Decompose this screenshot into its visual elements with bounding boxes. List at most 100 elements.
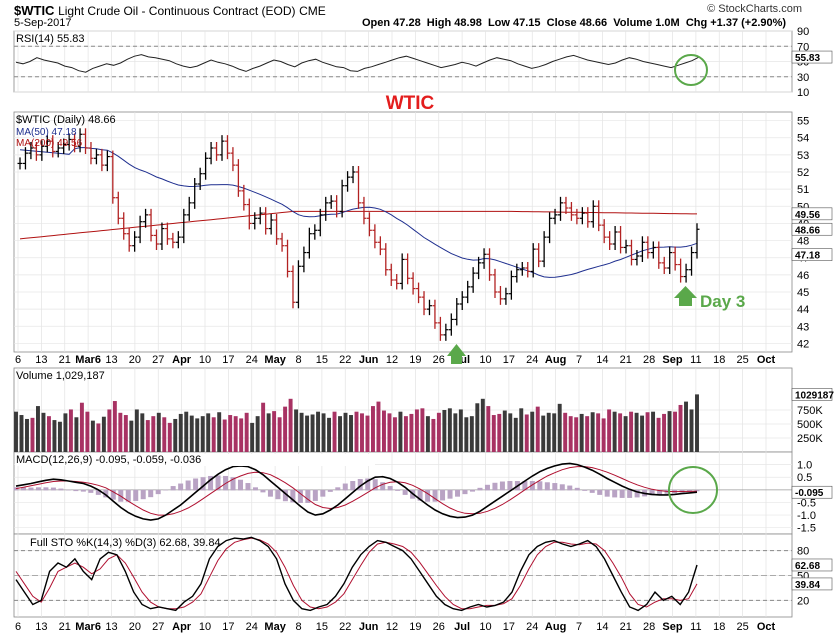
- x-tick-label-top: Jun: [359, 354, 379, 366]
- volume-bar: [316, 411, 321, 452]
- macd-histogram-bar: [50, 487, 56, 491]
- volume-bar: [266, 413, 271, 452]
- macd-title-bg: [15, 454, 375, 466]
- macd-histogram-bar: [589, 489, 595, 493]
- volume-bar: [52, 420, 57, 452]
- volume-bar: [381, 410, 386, 452]
- x-tick-label-top: 11: [690, 354, 701, 366]
- y-tick-label-rsi: 90: [797, 26, 809, 38]
- day3-annotation: Day 3: [700, 292, 745, 311]
- volume-bar: [612, 411, 617, 452]
- volume-bar: [41, 412, 46, 452]
- macd-histogram-bar: [484, 484, 490, 491]
- macd-histogram-bar: [88, 489, 94, 493]
- macd-histogram-bar: [597, 489, 603, 495]
- chart-date: 5-Sep-2017: [14, 17, 72, 29]
- macd-histogram-bar: [238, 479, 244, 491]
- volume-bar: [458, 409, 463, 452]
- volume-bar: [524, 414, 529, 452]
- macd-histogram-bar: [604, 489, 610, 497]
- macd-histogram-bar: [402, 489, 408, 495]
- volume-bar: [607, 409, 612, 452]
- volume-bar: [299, 412, 304, 452]
- macd-histogram-bar: [657, 489, 663, 495]
- volume-bar: [30, 417, 35, 452]
- volume-bar: [118, 412, 123, 452]
- macd-histogram-bar: [649, 489, 655, 496]
- rsi-last-tag: 55.83: [795, 53, 820, 64]
- volume-bar: [552, 413, 557, 452]
- volume-bar: [25, 418, 29, 452]
- x-tick-label-bottom: 21: [620, 621, 632, 633]
- macd-histogram-bar: [65, 489, 71, 491]
- x-tick-label-bottom: 20: [129, 621, 141, 633]
- x-tick-label-bottom: 24: [526, 621, 538, 633]
- chart-header: $WTIC Light Crude Oil - Continuous Contr…: [0, 0, 836, 30]
- volume-bar: [431, 418, 436, 452]
- volume-bar: [233, 416, 238, 452]
- macd-histogram-bar: [20, 487, 26, 491]
- x-tick-label-top: May: [264, 354, 286, 366]
- volume-bar: [667, 411, 672, 452]
- x-tick-label-top: 7: [576, 354, 582, 366]
- x-tick-label-top: 10: [199, 354, 211, 366]
- macd-histogram-bar: [380, 482, 386, 491]
- y-tick-label-rsi: 70: [797, 41, 809, 53]
- macd-histogram-bar: [320, 489, 326, 497]
- volume-bar: [195, 418, 200, 452]
- macd-histogram-bar: [559, 484, 565, 491]
- volume-bar: [656, 417, 661, 452]
- macd-histogram-bar: [267, 489, 273, 497]
- macd-histogram-bar: [455, 489, 461, 497]
- x-tick-label-bottom: 15: [316, 621, 328, 633]
- ma200-last-tag: 49.56: [795, 210, 820, 221]
- volume-bar: [535, 406, 540, 452]
- volume-bar: [662, 413, 667, 452]
- volume-bar: [206, 413, 211, 452]
- volume-bar: [502, 410, 507, 452]
- volume-bar: [305, 415, 310, 452]
- volume-bar: [19, 415, 24, 452]
- sto-d-tag-box: [791, 577, 833, 591]
- x-tick-label-bottom: 13: [105, 621, 117, 633]
- volume-bar: [601, 418, 606, 452]
- volume-bar: [579, 413, 584, 452]
- y-tick-label-price: 48: [797, 236, 809, 248]
- volume-title: Volume 1,029,187: [16, 370, 105, 382]
- volume-bar: [90, 420, 95, 452]
- macd-histogram-bar: [148, 489, 154, 498]
- volume-bar: [200, 416, 205, 452]
- x-tick-label-top: 10: [479, 354, 491, 366]
- volume-bar: [623, 416, 628, 452]
- x-tick-label-top: 21: [620, 354, 632, 366]
- panel-price-frame: [13, 111, 793, 353]
- macd-histogram-bar: [95, 489, 101, 495]
- macd-line: [15, 462, 698, 521]
- macd-histogram-bar: [477, 487, 483, 491]
- macd-histogram-bar: [387, 486, 393, 491]
- macd-histogram-bar: [627, 489, 633, 498]
- x-tick-label-bottom: 28: [643, 621, 655, 633]
- macd-histogram-bar: [252, 487, 258, 491]
- volume-bar: [189, 415, 194, 452]
- x-tick-label-bottom: 22: [339, 621, 351, 633]
- volume-bar: [272, 411, 277, 452]
- macd-histogram-bar: [297, 489, 303, 503]
- volume-last-tag-box: [791, 388, 833, 401]
- macd-histogram-bar: [694, 489, 700, 492]
- macd-histogram-bar: [462, 489, 468, 495]
- volume-bar: [618, 413, 623, 452]
- volume-bar: [129, 420, 134, 452]
- macd-histogram-bar: [425, 489, 431, 502]
- y-tick-label-price: 51: [797, 184, 809, 196]
- volume-bar: [651, 411, 656, 452]
- macd-histogram-bar: [245, 483, 251, 491]
- macd-histogram-bar: [125, 489, 131, 502]
- macd-histogram-bar: [469, 489, 475, 492]
- macd-histogram-bar: [365, 478, 371, 491]
- macd-histogram-bar: [260, 489, 266, 493]
- volume-bar: [338, 416, 342, 452]
- volume-bar: [640, 415, 645, 452]
- x-tick-label-bottom: 27: [152, 621, 164, 633]
